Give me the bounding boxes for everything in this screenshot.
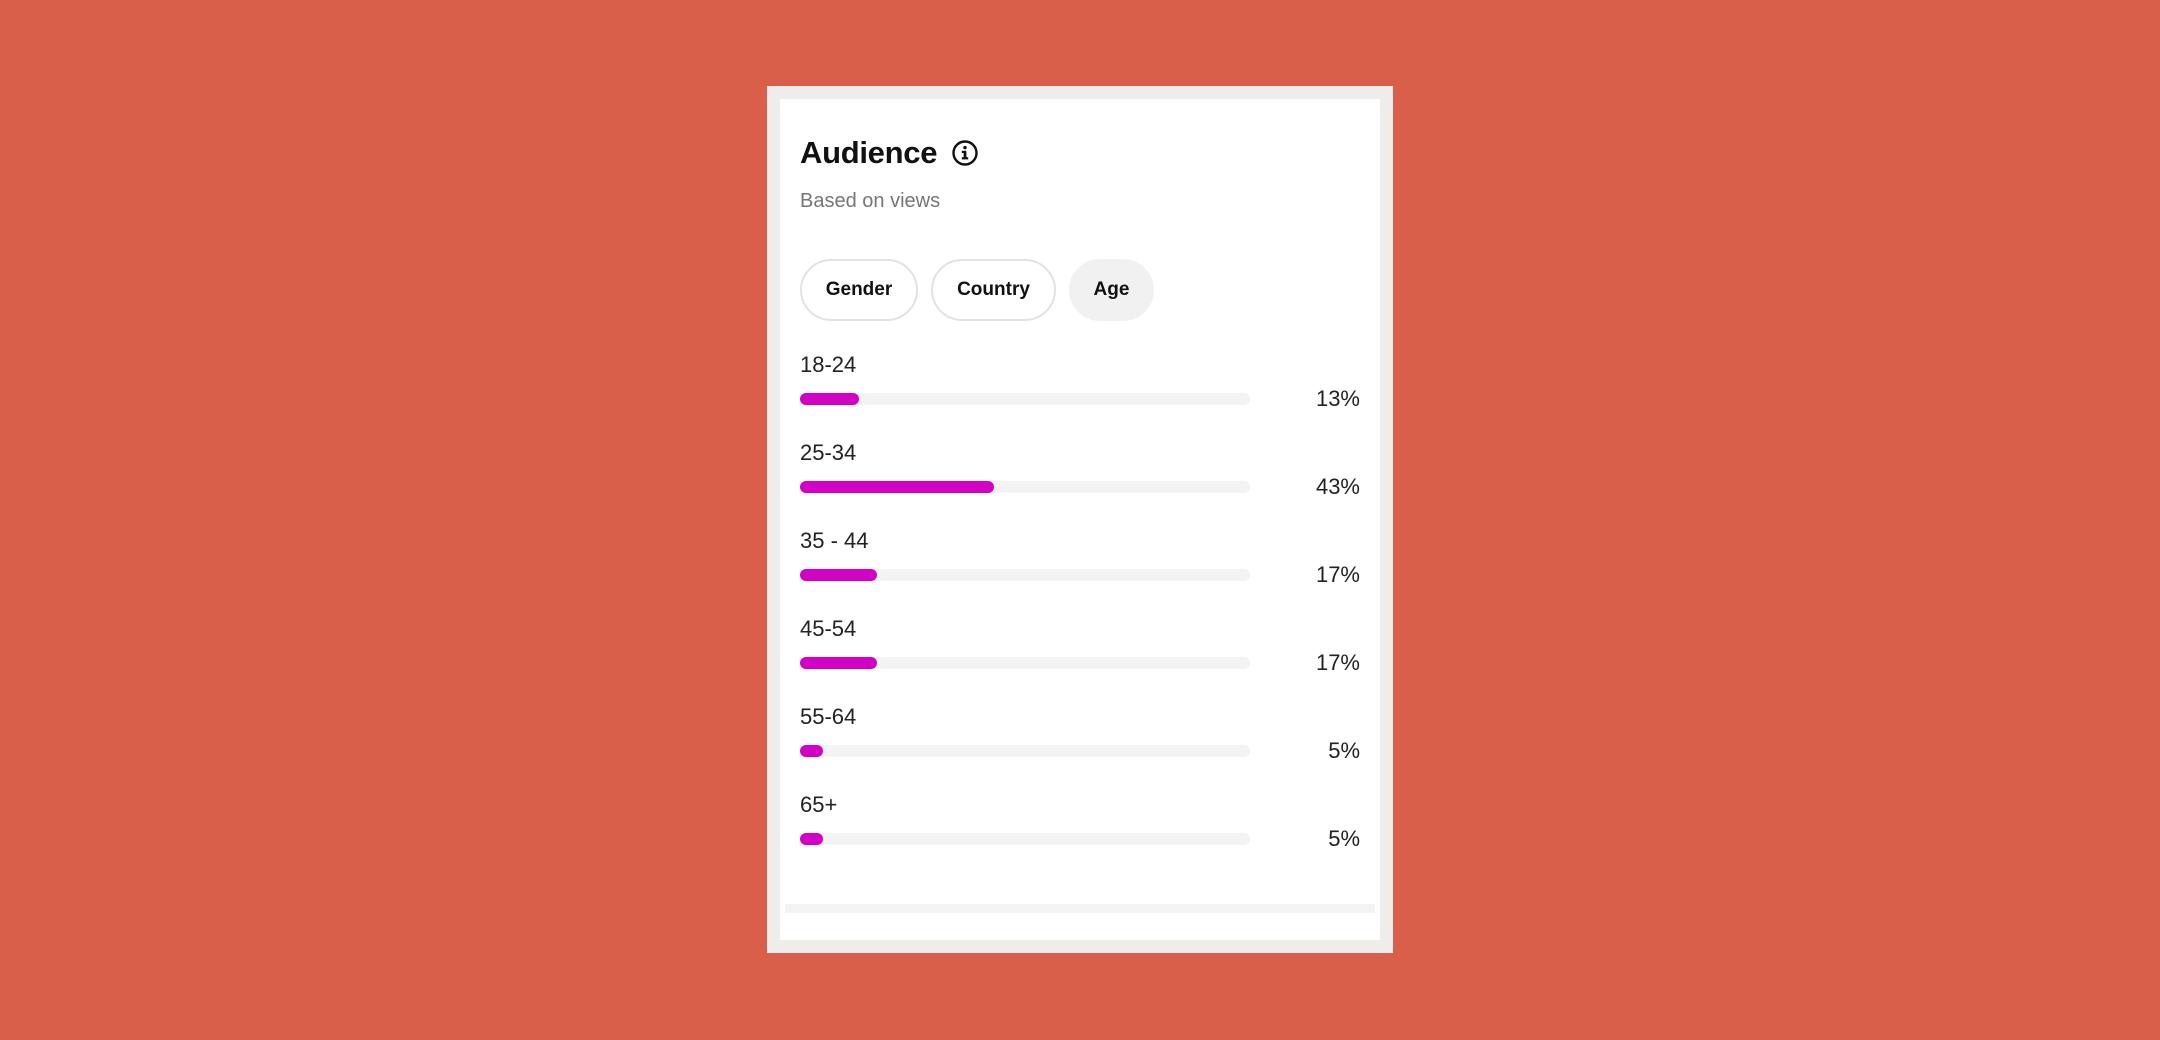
age-row-label: 45-54 <box>800 616 857 641</box>
audience-title: Audience <box>800 135 938 170</box>
age-row-label: 18-24 <box>800 352 857 377</box>
tab-gender[interactable]: Gender <box>800 259 918 321</box>
age-row-value: 17% <box>1315 562 1360 587</box>
age-row: 45-54 17% <box>800 617 1360 705</box>
age-bar-fill <box>800 833 823 845</box>
age-row: 65+ 5% <box>800 793 1360 881</box>
age-bar-track <box>800 833 1250 845</box>
title-row: Audience <box>800 137 979 168</box>
age-row-label: 55-64 <box>800 704 857 729</box>
age-bar-fill <box>800 393 859 405</box>
age-row-label: 65+ <box>800 792 838 817</box>
age-bar-track <box>800 657 1250 669</box>
age-row-value: 5% <box>1328 738 1360 763</box>
tab-age[interactable]: Age <box>1069 259 1154 321</box>
tab-country[interactable]: Country <box>931 259 1056 321</box>
age-row-value: 43% <box>1315 474 1360 499</box>
age-bar-fill <box>800 569 877 581</box>
age-row: 55-64 5% <box>800 705 1360 793</box>
age-bar-track <box>800 745 1250 757</box>
info-icon[interactable] <box>951 139 979 167</box>
age-bar-track <box>800 393 1250 405</box>
audience-card: Audience Based on views Gender Country A… <box>780 99 1380 940</box>
age-row: 18-24 13% <box>800 353 1360 441</box>
audience-subtitle: Based on views <box>800 190 941 212</box>
age-breakdown-list: 18-24 13% 25-34 43% 35 - 44 17% <box>800 353 1360 881</box>
bottom-divider <box>785 904 1375 913</box>
age-row-value: 5% <box>1328 826 1360 851</box>
card-frame: Audience Based on views Gender Country A… <box>767 86 1393 953</box>
age-row-value: 17% <box>1315 650 1360 675</box>
age-bar-fill <box>800 657 877 669</box>
audience-tabs: Gender Country Age <box>800 259 1154 321</box>
age-row-value: 13% <box>1315 386 1360 411</box>
age-bar-track <box>800 569 1250 581</box>
age-row-label: 35 - 44 <box>800 528 869 553</box>
age-row: 35 - 44 17% <box>800 529 1360 617</box>
age-row-label: 25-34 <box>800 440 857 465</box>
age-row: 25-34 43% <box>800 441 1360 529</box>
age-bar-track <box>800 481 1250 493</box>
age-bar-fill <box>800 745 823 757</box>
age-bar-fill <box>800 481 994 493</box>
